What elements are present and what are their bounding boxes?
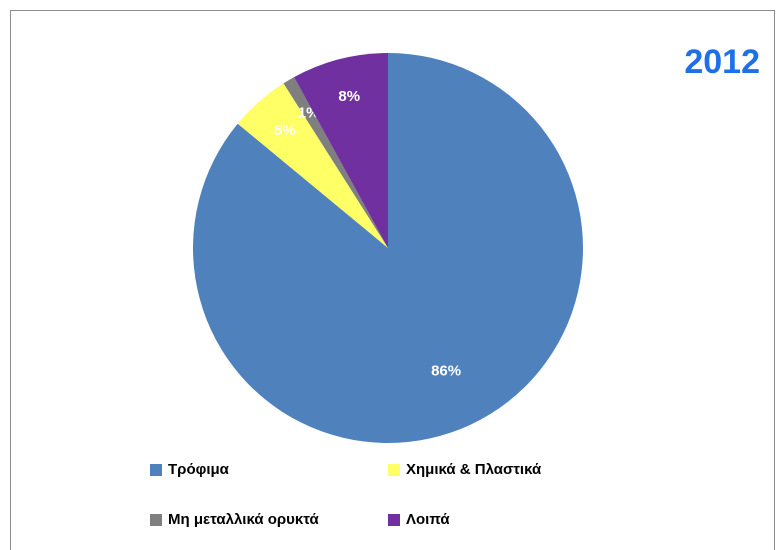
legend-swatch — [150, 464, 162, 476]
slice-label: 5% — [274, 122, 296, 139]
legend-label: Χημικά & Πλαστικά — [406, 461, 542, 478]
pie-slice — [294, 53, 388, 248]
slice-label: 8% — [338, 88, 360, 105]
legend-swatch — [150, 514, 162, 526]
legend-label: Τρόφιμα — [168, 461, 230, 478]
chart-title: 2012 — [684, 43, 760, 81]
pie-slice — [283, 77, 388, 248]
legend-label: Λοιπά — [406, 511, 450, 528]
legend-swatch — [388, 464, 400, 476]
slice-label: 86% — [431, 362, 461, 379]
legend-swatch — [388, 514, 400, 526]
legend-label: Μη μεταλλικά ορυκτά — [168, 511, 320, 528]
pie-slice — [237, 83, 388, 249]
